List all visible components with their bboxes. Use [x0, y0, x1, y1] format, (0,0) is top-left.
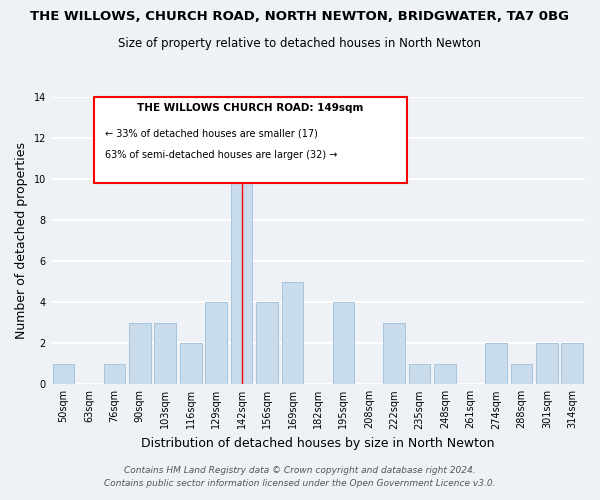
Bar	[485, 344, 507, 384]
Y-axis label: Number of detached properties: Number of detached properties	[15, 142, 28, 339]
Bar	[104, 364, 125, 384]
Text: ← 33% of detached houses are smaller (17): ← 33% of detached houses are smaller (17…	[105, 128, 317, 138]
Text: Contains HM Land Registry data © Crown copyright and database right 2024.
Contai: Contains HM Land Registry data © Crown c…	[104, 466, 496, 487]
Text: THE WILLOWS, CHURCH ROAD, NORTH NEWTON, BRIDGWATER, TA7 0BG: THE WILLOWS, CHURCH ROAD, NORTH NEWTON, …	[31, 10, 569, 23]
Bar	[205, 302, 227, 384]
Bar	[281, 282, 303, 385]
Bar	[383, 322, 405, 384]
FancyBboxPatch shape	[94, 97, 407, 183]
X-axis label: Distribution of detached houses by size in North Newton: Distribution of detached houses by size …	[141, 437, 494, 450]
Bar	[129, 322, 151, 384]
Bar	[409, 364, 430, 384]
Bar	[332, 302, 354, 384]
Bar	[256, 302, 278, 384]
Bar	[231, 138, 253, 384]
Bar	[53, 364, 74, 384]
Bar	[511, 364, 532, 384]
Bar	[536, 344, 557, 384]
Bar	[154, 322, 176, 384]
Bar	[434, 364, 456, 384]
Text: THE WILLOWS CHURCH ROAD: 149sqm: THE WILLOWS CHURCH ROAD: 149sqm	[137, 102, 364, 113]
Text: 63% of semi-detached houses are larger (32) →: 63% of semi-detached houses are larger (…	[105, 150, 337, 160]
Text: Size of property relative to detached houses in North Newton: Size of property relative to detached ho…	[119, 38, 482, 51]
Bar	[562, 344, 583, 384]
Bar	[180, 344, 202, 384]
